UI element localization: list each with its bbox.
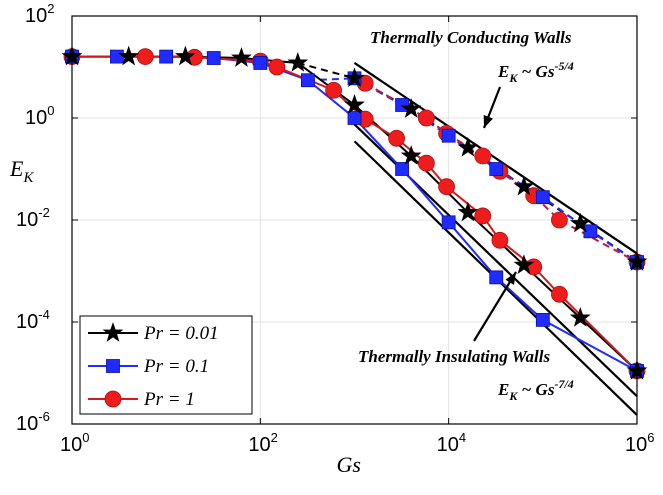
annotations: Thermally Conducting Walls EK ~ Gs-5/4 The…	[358, 28, 574, 403]
data-point	[474, 207, 492, 225]
annotation-insulating-arrow-shaft	[473, 271, 517, 342]
data-point	[206, 51, 221, 65]
data-point	[175, 45, 196, 66]
data-point	[159, 49, 174, 64]
y-tick-label: 10-6	[16, 409, 50, 435]
y-tick-label: 10-2	[16, 205, 50, 231]
annotation-conducting-title: Thermally Conducting Walls	[370, 28, 572, 47]
data-point	[347, 111, 362, 125]
x-tick-label: 104	[437, 430, 466, 456]
data-point	[551, 211, 568, 229]
y-axis-label: EK	[9, 156, 34, 186]
data-point	[457, 136, 479, 157]
data-point	[136, 48, 154, 65]
data-point	[513, 175, 535, 196]
axis-labels: Gs EK	[9, 156, 361, 477]
data-point	[535, 312, 550, 327]
data-point	[438, 178, 455, 196]
legend-marker	[104, 390, 122, 408]
data-point	[388, 129, 406, 147]
data-point	[551, 285, 568, 303]
data-point	[491, 231, 509, 249]
data-point	[395, 162, 409, 176]
x-axis-label: Gs	[337, 452, 361, 477]
reference-line-conducting	[353, 62, 638, 255]
legend-label: Pr = 0.01	[143, 323, 219, 344]
data-point	[417, 109, 435, 127]
y-tick-label: 102	[25, 1, 54, 27]
ticks: 100 102 104 106 10-6 10-4 10-2 100 102	[16, 1, 654, 456]
y-tick-label: 100	[25, 103, 54, 129]
data-point	[583, 224, 598, 239]
data-point	[489, 270, 504, 285]
data-point	[325, 81, 343, 99]
data-point	[441, 128, 456, 143]
data-point	[569, 307, 591, 327]
legend: Pr = 0.01 Pr = 0.1 Pr = 1	[79, 315, 253, 415]
legend-label: Pr = 1	[143, 389, 195, 410]
legend-marker	[102, 322, 124, 342]
data-point	[535, 190, 550, 205]
data-point	[344, 67, 365, 88]
data-point	[268, 58, 286, 76]
x-tick-label: 100	[60, 430, 89, 456]
legend-marker	[106, 359, 120, 373]
annotation-insulating-arrow-head	[505, 272, 516, 285]
data-point	[344, 94, 365, 114]
data-point	[417, 154, 435, 172]
annotation-conducting-formula: EK ~ Gs-5/4	[497, 59, 574, 85]
data-point	[110, 49, 124, 64]
data-point	[513, 254, 535, 275]
x-tick-label: 106	[625, 430, 654, 456]
data-point	[253, 56, 268, 70]
annotation-insulating-formula: EK ~ Gs-7/4	[497, 377, 574, 403]
y-tick-label: 10-4	[16, 307, 50, 333]
legend-label: Pr = 0.1	[143, 356, 209, 377]
data-point	[301, 73, 315, 88]
data-point	[457, 201, 479, 222]
data-point	[441, 215, 456, 230]
data-point	[569, 212, 591, 233]
data-point	[118, 45, 140, 66]
data-point	[231, 47, 252, 67]
data-point	[287, 52, 309, 72]
x-tick-label: 102	[248, 430, 277, 456]
data-point	[400, 145, 422, 165]
annotation-conducting-arrow-head	[483, 115, 493, 128]
data-point	[474, 147, 492, 165]
data-point	[400, 98, 422, 118]
data-point	[489, 162, 504, 176]
annotation-insulating-title: Thermally Insulating Walls	[358, 347, 550, 366]
